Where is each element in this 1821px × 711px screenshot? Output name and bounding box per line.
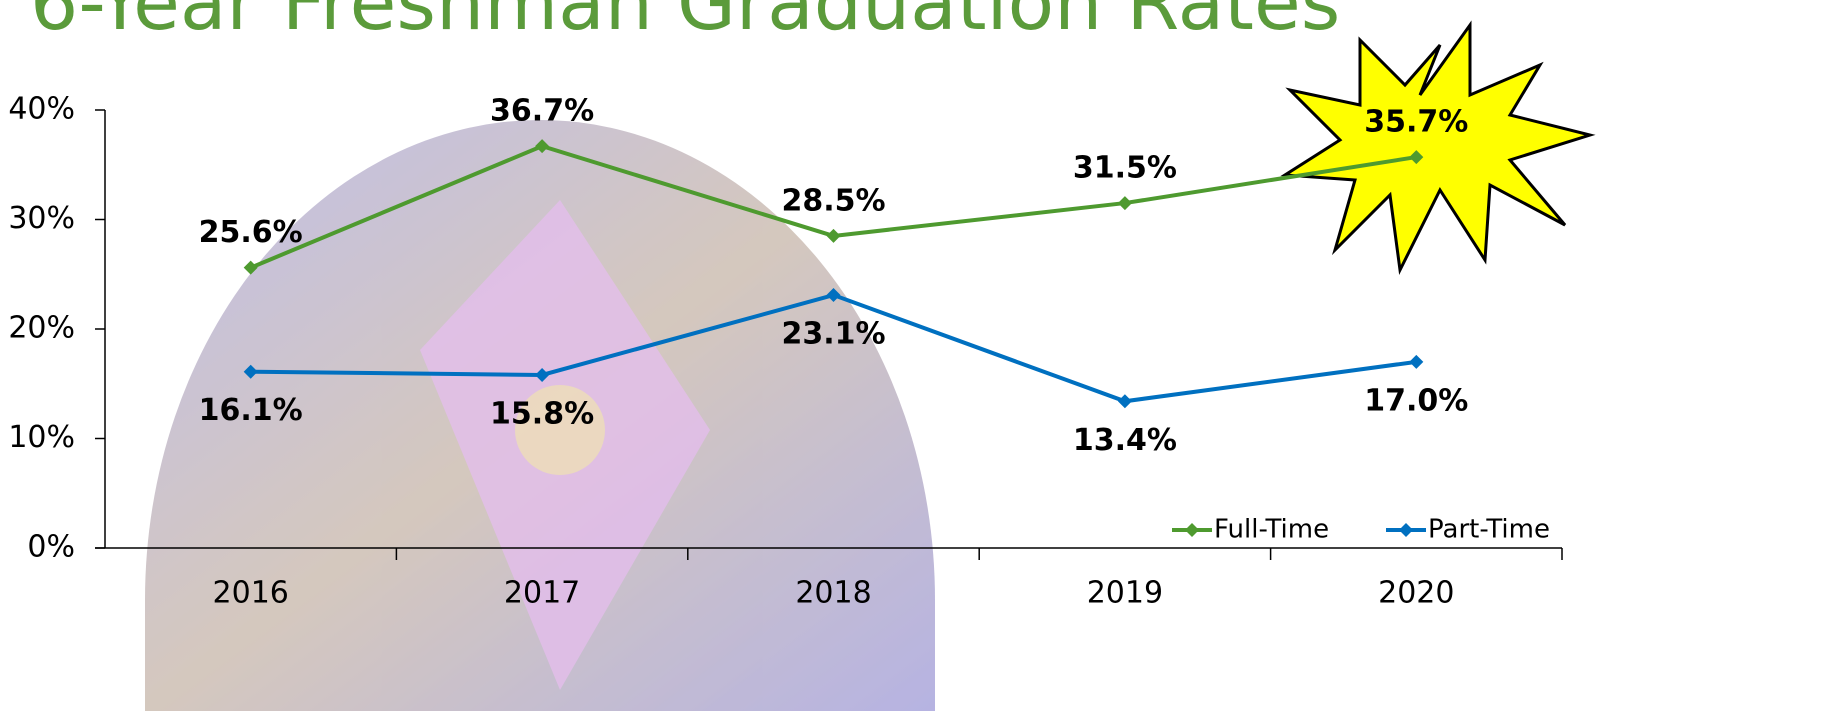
legend-marker bbox=[1399, 523, 1413, 537]
y-tick-label: 20% bbox=[8, 311, 75, 346]
x-tick-label: 2020 bbox=[1378, 576, 1454, 611]
legend-label: Full-Time bbox=[1214, 515, 1329, 545]
data-label: 17.0% bbox=[1364, 383, 1468, 418]
y-tick-label: 0% bbox=[27, 530, 75, 565]
x-tick-label: 2019 bbox=[1087, 576, 1163, 611]
starburst bbox=[1285, 25, 1590, 270]
point-marker bbox=[1409, 355, 1423, 369]
y-tick-label: 40% bbox=[8, 92, 75, 127]
legend-label: Part-Time bbox=[1428, 515, 1550, 545]
x-tick-label: 2017 bbox=[504, 576, 580, 611]
data-label: 16.1% bbox=[199, 393, 303, 428]
chart-title: 6-Year Freshman Graduation Rates bbox=[30, 0, 1340, 47]
data-label: 25.6% bbox=[199, 215, 303, 250]
data-label: 35.7% bbox=[1364, 105, 1468, 140]
y-tick-label: 30% bbox=[8, 201, 75, 236]
data-label: 23.1% bbox=[781, 317, 885, 352]
data-label: 13.4% bbox=[1073, 423, 1177, 458]
y-tick-label: 10% bbox=[8, 420, 75, 455]
data-label: 36.7% bbox=[490, 94, 594, 129]
x-tick-label: 2016 bbox=[213, 576, 289, 611]
slide: 6-Year Freshman Graduation Rates 0% 10% 20… bbox=[0, 0, 1821, 711]
point-marker bbox=[1118, 394, 1132, 408]
point-marker bbox=[1118, 196, 1132, 210]
x-tick-label: 2018 bbox=[795, 576, 871, 611]
data-label: 15.8% bbox=[490, 396, 594, 431]
data-label: 28.5% bbox=[781, 183, 885, 218]
legend-marker bbox=[1185, 523, 1199, 537]
data-label: 31.5% bbox=[1073, 151, 1177, 186]
